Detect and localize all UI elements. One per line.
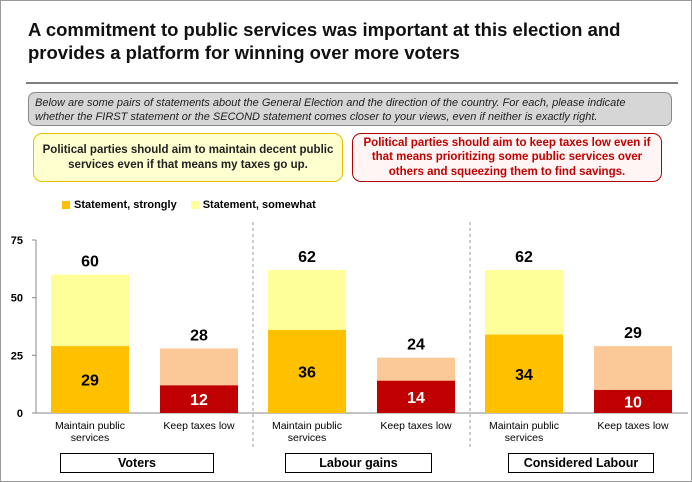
x-category-label: services xyxy=(71,432,110,444)
group-label-voters: Voters xyxy=(60,453,214,473)
bar-total-label: 24 xyxy=(407,337,425,354)
x-category-label: Keep taxes low xyxy=(597,420,669,432)
y-tick-label: 50 xyxy=(11,293,23,305)
question-instructions: Below are some pairs of statements about… xyxy=(28,92,672,126)
bar-strongly-value-label: 10 xyxy=(624,394,642,411)
bar-total-label: 62 xyxy=(515,249,533,266)
legend-label-somewhat: Statement, somewhat xyxy=(202,199,316,211)
bar-segment-strongly xyxy=(377,380,455,413)
group-label-considered-labour: Considered Labour xyxy=(508,453,654,473)
bar-segment-somewhat xyxy=(51,274,129,347)
title-divider xyxy=(26,82,678,84)
legend-swatch-somewhat xyxy=(190,201,199,209)
bar-total-label: 29 xyxy=(624,325,642,342)
bar-strongly-value-label: 29 xyxy=(81,373,99,390)
bar-strongly-value-label: 12 xyxy=(190,392,208,409)
x-category-label: services xyxy=(288,432,327,444)
legend-item-somewhat: Statement, somewhat xyxy=(190,199,316,211)
legend-label-strongly: Statement, strongly xyxy=(74,199,177,211)
first-statement-box: Political parties should aim to maintain… xyxy=(33,133,343,182)
x-category-label: Maintain public xyxy=(489,420,559,432)
bar-segment-strongly xyxy=(268,329,346,413)
chart-legend: Statement, strongly Statement, somewhat xyxy=(62,199,316,211)
legend-item-strongly: Statement, strongly xyxy=(62,199,177,211)
bar-strongly-value-label: 14 xyxy=(407,390,425,407)
bar-segment-strongly xyxy=(485,334,563,413)
bar-segment-strongly xyxy=(594,389,672,413)
bar-segment-strongly xyxy=(51,346,129,413)
bar-segment-strongly xyxy=(160,385,238,413)
bar-segment-somewhat xyxy=(485,269,563,335)
bar-total-label: 62 xyxy=(298,249,316,266)
bar-segment-somewhat xyxy=(160,348,238,386)
bar-segment-somewhat xyxy=(594,346,672,390)
group-label-labour-gains: Labour gains xyxy=(285,453,432,473)
y-tick-label: 0 xyxy=(17,408,23,420)
bar-total-label: 60 xyxy=(81,254,99,271)
x-category-label: services xyxy=(505,432,544,444)
bar-strongly-value-label: 36 xyxy=(298,364,316,381)
y-tick-label: 25 xyxy=(11,350,23,362)
bar-segment-somewhat xyxy=(268,269,346,330)
first-statement-text: Political parties should aim to maintain… xyxy=(42,144,334,171)
x-category-label: Maintain public xyxy=(272,420,342,432)
bar-total-label: 28 xyxy=(190,327,208,344)
x-category-label: Keep taxes low xyxy=(163,420,235,432)
x-category-label: Keep taxes low xyxy=(380,420,452,432)
slide-title: A commitment to public services was impo… xyxy=(28,19,621,63)
x-category-label: Maintain public xyxy=(55,420,125,432)
y-tick-label: 75 xyxy=(11,235,23,247)
bar-segment-somewhat xyxy=(377,357,455,381)
bar-strongly-value-label: 34 xyxy=(515,367,533,384)
second-statement-text: Political parties should aim to keep tax… xyxy=(363,136,651,178)
legend-swatch-strongly xyxy=(62,201,70,209)
second-statement-box: Political parties should aim to keep tax… xyxy=(352,133,662,182)
